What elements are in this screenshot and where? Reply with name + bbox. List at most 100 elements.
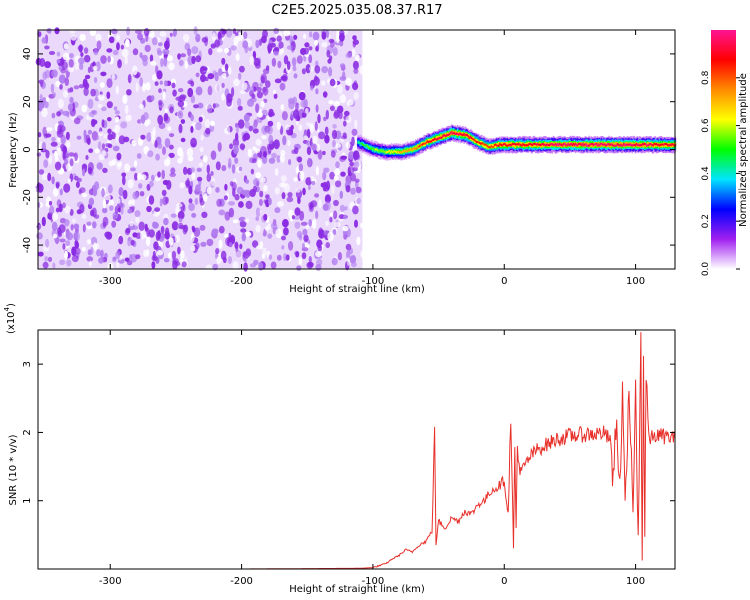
ridge-cell xyxy=(395,150,397,153)
ridge-cell xyxy=(561,143,563,146)
noise-speckle xyxy=(164,138,171,148)
ridge-cell xyxy=(509,143,512,146)
noise-speckle xyxy=(174,261,181,267)
noise-speckle xyxy=(243,31,248,40)
noise-speckle xyxy=(288,100,295,110)
noise-speckle xyxy=(71,255,79,263)
ridge-cell xyxy=(364,144,367,147)
ridge-cell xyxy=(664,143,666,145)
noise-speckle xyxy=(215,187,220,193)
noise-speckle xyxy=(303,135,308,140)
spectrogram-x-tick-label: -100 xyxy=(362,276,385,287)
noise-speckle xyxy=(191,212,197,218)
noise-speckle xyxy=(274,78,282,84)
noise-speckle xyxy=(157,230,161,240)
noise-speckle xyxy=(267,233,273,239)
ridge-cell xyxy=(666,143,668,146)
spectrogram-y-ticks: -40 -20 0 20 40 xyxy=(22,48,675,253)
ridge-cell xyxy=(532,142,535,145)
ridge-cell xyxy=(583,144,585,147)
noise-speckle xyxy=(273,93,278,99)
noise-speckle xyxy=(296,55,303,64)
snr-x-tick-label: -100 xyxy=(362,576,385,587)
noise-speckle xyxy=(44,45,50,50)
ridge-cell xyxy=(375,148,377,151)
noise-speckle xyxy=(261,253,265,259)
noise-speckle xyxy=(218,239,223,249)
ridge-cell xyxy=(609,143,611,146)
ridge-cell xyxy=(440,134,442,139)
ridge-cell xyxy=(655,143,658,145)
ridge-cell xyxy=(559,143,562,146)
ridge-cell xyxy=(516,143,519,146)
ridge-cell xyxy=(371,147,374,150)
noise-speckle xyxy=(244,231,252,237)
noise-speckle xyxy=(329,105,335,112)
noise-speckle xyxy=(318,199,322,209)
noise-speckle xyxy=(116,42,120,51)
ridge-cell xyxy=(411,147,414,150)
noise-speckle xyxy=(187,156,194,162)
noise-speckle xyxy=(227,256,232,264)
ridge-cell xyxy=(492,145,495,148)
noise-speckle xyxy=(107,55,111,63)
noise-speckle xyxy=(88,260,92,267)
noise-speckle xyxy=(115,85,120,95)
noise-speckle xyxy=(269,112,273,118)
noise-speckle xyxy=(177,210,185,220)
ridge-cell xyxy=(555,144,558,147)
ridge-cell xyxy=(363,144,366,147)
noise-speckle xyxy=(281,235,286,241)
ridge-cell xyxy=(631,144,633,147)
noise-speckle xyxy=(355,54,360,62)
ridge-cell xyxy=(621,144,624,147)
noise-speckle xyxy=(75,241,80,249)
noise-speckle xyxy=(356,186,362,194)
ridge-cell xyxy=(469,135,472,138)
noise-speckle xyxy=(200,66,208,71)
noise-speckle xyxy=(329,171,335,180)
ridge-cell xyxy=(653,142,656,145)
noise-speckle xyxy=(265,80,271,88)
noise-speckle xyxy=(261,135,267,140)
ridge-cell xyxy=(646,144,648,147)
noise-speckle xyxy=(83,87,89,97)
noise-speckle xyxy=(72,218,76,223)
noise-speckle xyxy=(218,68,223,77)
noise-speckle xyxy=(195,33,201,43)
colorbar-tick-label: 0.2 xyxy=(701,214,711,228)
noise-speckle xyxy=(88,197,95,206)
noise-speckle xyxy=(230,45,237,51)
noise-speckle xyxy=(271,57,277,67)
ridge-cell xyxy=(551,143,554,146)
ridge-cell xyxy=(420,143,422,146)
ridge-cell xyxy=(502,143,504,146)
ridge-cell xyxy=(447,134,450,137)
ridge-cell xyxy=(411,148,414,153)
noise-speckle xyxy=(172,89,177,97)
noise-speckle xyxy=(285,254,290,261)
noise-speckle xyxy=(52,187,59,197)
ridge-cell xyxy=(493,144,496,146)
noise-speckle xyxy=(116,152,122,161)
noise-speckle xyxy=(140,134,146,140)
noise-speckle xyxy=(197,102,204,109)
ridge-cell xyxy=(664,143,666,148)
ridge-cell xyxy=(615,144,618,147)
ridge-cell xyxy=(365,144,368,149)
noise-speckle xyxy=(292,65,297,72)
noise-speckle xyxy=(48,200,53,206)
noise-speckle xyxy=(222,72,227,79)
noise-speckle xyxy=(195,72,200,78)
noise-speckle xyxy=(92,243,100,250)
noise-speckle xyxy=(308,54,313,64)
ridge-cell xyxy=(529,143,532,145)
ridge-cell xyxy=(465,133,467,136)
noise-speckle xyxy=(71,246,77,256)
noise-speckle xyxy=(293,177,298,182)
noise-speckle xyxy=(267,120,274,127)
ridge-cell xyxy=(638,144,641,147)
noise-speckle xyxy=(328,66,333,77)
noise-speckle xyxy=(234,241,239,249)
